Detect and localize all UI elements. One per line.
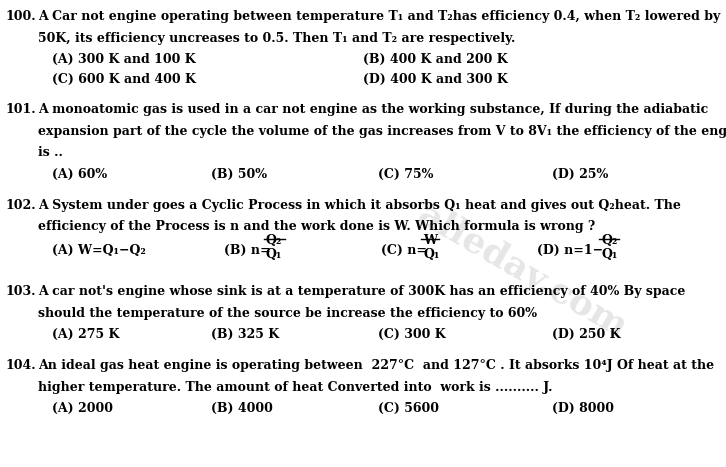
Text: (B) 50%: (B) 50% bbox=[211, 168, 266, 181]
Text: Q₂: Q₂ bbox=[601, 234, 618, 247]
Text: alleday.com: alleday.com bbox=[412, 197, 634, 345]
Text: (D) 250 K: (D) 250 K bbox=[552, 328, 620, 341]
Text: (C) 600 K and 400 K: (C) 600 K and 400 K bbox=[52, 72, 196, 85]
Text: (D) n=1−: (D) n=1− bbox=[537, 244, 603, 257]
Text: (C) 300 K: (C) 300 K bbox=[378, 328, 445, 341]
Text: (B) 325 K: (B) 325 K bbox=[211, 328, 279, 341]
Text: (A) 2000: (A) 2000 bbox=[52, 402, 113, 415]
Text: 102.: 102. bbox=[6, 198, 36, 212]
Text: W: W bbox=[423, 234, 437, 247]
Text: Q₂: Q₂ bbox=[266, 234, 282, 247]
Text: 100.: 100. bbox=[6, 10, 36, 23]
Text: should the temperature of the source be increase the efficiency to 60%: should the temperature of the source be … bbox=[38, 307, 537, 320]
Text: Q₁: Q₁ bbox=[266, 248, 282, 261]
Text: (A) W=Q₁−Q₂: (A) W=Q₁−Q₂ bbox=[52, 244, 146, 257]
Text: An ideal gas heat engine is operating between  227°C  and 127°C . It absorks 10⁴: An ideal gas heat engine is operating be… bbox=[38, 359, 714, 372]
Text: is ..: is .. bbox=[38, 146, 62, 159]
Text: Q₁: Q₁ bbox=[601, 248, 618, 261]
Text: Q₁: Q₁ bbox=[423, 248, 440, 261]
Text: 101.: 101. bbox=[6, 103, 36, 116]
Text: (D) 8000: (D) 8000 bbox=[552, 402, 613, 415]
Text: (D) 25%: (D) 25% bbox=[552, 168, 608, 181]
Text: expansion part of the cycle the volume of the gas increases from V to 8V₁ the ef: expansion part of the cycle the volume o… bbox=[38, 125, 726, 138]
Text: (B) 4000: (B) 4000 bbox=[211, 402, 272, 415]
Text: efficiency of the Process is n and the work done is W. Which formula is wrong ?: efficiency of the Process is n and the w… bbox=[38, 220, 595, 233]
Text: (C) 75%: (C) 75% bbox=[378, 168, 433, 181]
Text: (D) 400 K and 300 K: (D) 400 K and 300 K bbox=[363, 72, 507, 85]
Text: (C) 5600: (C) 5600 bbox=[378, 402, 439, 415]
Text: (C) n=: (C) n= bbox=[381, 244, 427, 257]
Text: (A) 275 K: (A) 275 K bbox=[52, 328, 120, 341]
Text: (A) 300 K and 100 K: (A) 300 K and 100 K bbox=[52, 53, 196, 66]
Text: higher temperature. The amount of heat Converted into  work is .......... J.: higher temperature. The amount of heat C… bbox=[38, 381, 552, 394]
Text: (B) n=: (B) n= bbox=[224, 244, 270, 257]
Text: 50K, its efficiency uncreases to 0.5. Then T₁ and T₂ are respectively.: 50K, its efficiency uncreases to 0.5. Th… bbox=[38, 32, 515, 45]
Text: 104.: 104. bbox=[6, 359, 36, 372]
Text: (A) 60%: (A) 60% bbox=[52, 168, 107, 181]
Text: A car not's engine whose sink is at a temperature of 300K has an efficiency of 4: A car not's engine whose sink is at a te… bbox=[38, 285, 685, 298]
Text: (B) 400 K and 200 K: (B) 400 K and 200 K bbox=[363, 53, 507, 66]
Text: A monoatomic gas is used in a car not engine as the working substance, If during: A monoatomic gas is used in a car not en… bbox=[38, 103, 708, 116]
Text: 103.: 103. bbox=[6, 285, 36, 298]
Text: A Car not engine operating between temperature T₁ and T₂has efficiency 0.4, when: A Car not engine operating between tempe… bbox=[38, 10, 720, 23]
Text: A System under goes a Cyclic Process in which it absorbs Q₁ heat and gives out Q: A System under goes a Cyclic Process in … bbox=[38, 198, 681, 212]
